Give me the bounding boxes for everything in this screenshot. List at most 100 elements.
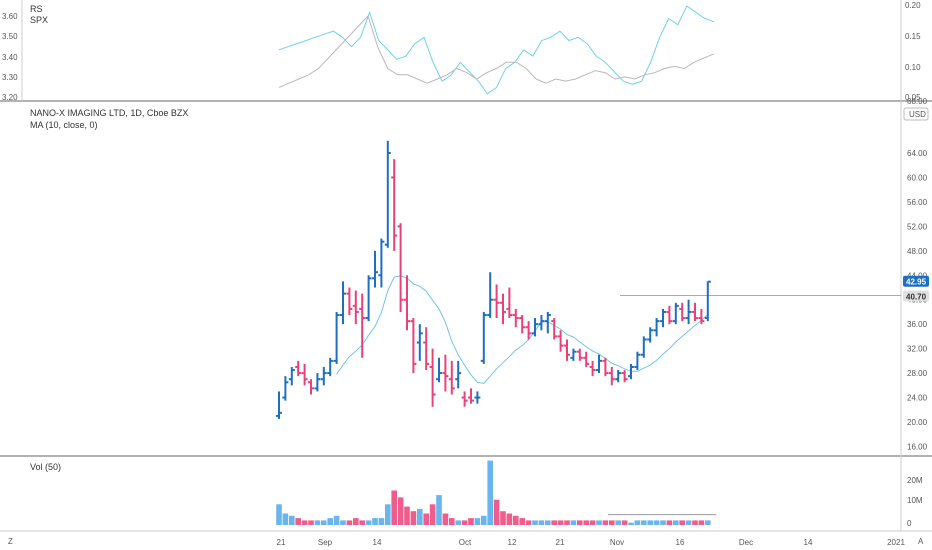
volume-bar xyxy=(596,520,602,525)
volume-bar xyxy=(474,518,481,525)
volume-bar xyxy=(346,520,353,525)
price-tick: 28.00 xyxy=(907,369,928,378)
ohlc-bar xyxy=(685,299,692,325)
ohlc-bar xyxy=(544,311,551,334)
rs-tick: 0.10 xyxy=(905,63,921,72)
ohlc-bar xyxy=(506,287,513,319)
volume-bar xyxy=(615,520,621,525)
volume-bar xyxy=(442,513,449,525)
volume-bar xyxy=(295,518,301,525)
volume-bar xyxy=(532,520,538,525)
time-tick: Sep xyxy=(318,538,333,547)
ohlc-bar xyxy=(692,302,698,322)
currency-label: USD xyxy=(909,110,926,119)
time-tick: 12 xyxy=(508,538,517,547)
volume-bar xyxy=(551,520,557,525)
volume-bar xyxy=(525,520,532,525)
ohlc-bar xyxy=(340,281,346,325)
spx-tick: 3.60 xyxy=(2,12,18,21)
spx-label: SPX xyxy=(30,15,48,25)
ma-indicator-label: MA (10, close, 0) xyxy=(30,120,98,130)
volume-bar xyxy=(577,520,583,525)
price-top-tick: 68.00 xyxy=(907,97,928,106)
volume-bar xyxy=(673,520,679,525)
price-tick: 24.00 xyxy=(907,394,928,403)
spx-tick: 3.20 xyxy=(2,93,18,102)
timezone-icon[interactable]: Z xyxy=(8,537,13,546)
ma-line xyxy=(336,275,709,385)
ohlc-bar xyxy=(647,327,654,343)
ohlc-bar xyxy=(615,370,622,383)
ohlc-bar xyxy=(301,363,308,386)
ohlc-bar xyxy=(288,366,295,386)
ohlc-bar xyxy=(327,357,334,377)
auto-scale-icon[interactable]: A xyxy=(918,537,924,546)
ohlc-bar xyxy=(512,308,519,328)
ohlc-bar xyxy=(564,339,570,361)
price-tick: 20.00 xyxy=(907,418,928,427)
volume-label: Vol (50) xyxy=(30,462,61,472)
spx-line xyxy=(278,15,715,88)
ohlc-bar xyxy=(628,363,634,380)
ohlc-bar xyxy=(295,360,302,377)
price-tick: 60.00 xyxy=(907,173,928,182)
ohlc-bar xyxy=(276,391,282,419)
ohlc-bar xyxy=(442,354,449,392)
price-tick: 16.00 xyxy=(907,442,928,451)
volume-bar xyxy=(583,520,589,525)
volume-bar xyxy=(641,520,647,525)
volume-bar xyxy=(397,497,404,525)
volume-bar xyxy=(660,520,666,525)
ohlc-bar xyxy=(621,370,628,383)
ohlc-bar xyxy=(640,336,647,358)
ohlc-bar xyxy=(391,159,398,251)
symbol-title: NANO-X IMAGING LTD, 1D, Cboe BZX xyxy=(30,108,188,118)
ohlc-bar xyxy=(666,305,673,325)
volume-bar xyxy=(410,511,417,525)
ohlc-bar xyxy=(359,293,366,358)
ohlc-bar xyxy=(448,360,455,395)
ohlc-bar xyxy=(429,348,436,407)
rs-line xyxy=(278,5,715,95)
ohlc-bar xyxy=(333,311,340,364)
rs-tick: 0.05 xyxy=(905,93,921,102)
rs-label: RS xyxy=(30,4,43,14)
price-tick: 56.00 xyxy=(907,198,928,207)
volume-bar xyxy=(340,520,346,525)
volume-bar xyxy=(500,511,506,525)
volume-bar xyxy=(545,520,551,525)
ohlc-bar xyxy=(480,311,487,364)
volume-bar xyxy=(455,520,461,525)
volume-bar xyxy=(417,508,423,525)
ohlc-bar xyxy=(384,140,391,248)
ohlc-bar xyxy=(672,302,679,325)
price-tick: 52.00 xyxy=(907,222,928,231)
volume-bar xyxy=(685,520,692,525)
ohlc-bar xyxy=(698,308,705,325)
volume-bar xyxy=(333,515,340,525)
volume-bar xyxy=(519,518,525,525)
volume-bars xyxy=(276,460,711,525)
ohlc-bar xyxy=(660,308,666,328)
ohlc-bar xyxy=(576,348,583,361)
volume-bar xyxy=(538,520,545,525)
ohlc-bar xyxy=(378,238,385,288)
volume-bar xyxy=(449,518,455,525)
volume-bar xyxy=(487,460,493,525)
ohlc-bar xyxy=(634,351,641,371)
volume-bar xyxy=(602,520,609,525)
volume-bar xyxy=(647,520,653,525)
volume-bar xyxy=(321,520,327,525)
volume-bar xyxy=(436,495,442,525)
volume-bar xyxy=(404,506,410,525)
currency-box[interactable] xyxy=(903,107,929,121)
time-axis[interactable]: 21 Sep 14 Oct 12 21 Nov 16 Dec 14 2021 xyxy=(277,538,906,547)
volume-tick: 10M xyxy=(907,496,923,505)
ohlc-bar xyxy=(436,357,442,383)
ohlc-bar xyxy=(404,275,410,331)
last-price-text: 42.95 xyxy=(906,278,927,287)
volume-bar xyxy=(327,518,333,525)
time-tick: 14 xyxy=(804,538,813,547)
ohlc-bar xyxy=(608,366,615,386)
